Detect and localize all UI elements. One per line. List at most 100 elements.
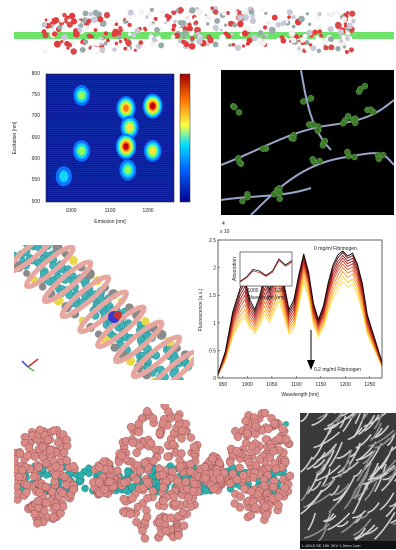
protein-atom [187, 25, 193, 32]
protein-cluster [339, 120, 347, 127]
spectrum-line [217, 275, 383, 376]
protein-atom [73, 30, 80, 38]
protein-atom [240, 484, 249, 493]
sem-fiber [334, 483, 350, 496]
protein-atom [343, 24, 347, 28]
protein-atom [114, 41, 119, 46]
protein-atom [132, 448, 141, 457]
protein-atom [125, 46, 131, 52]
sem-fiber [311, 413, 328, 426]
protein-atom [291, 24, 296, 29]
protein-atom [61, 25, 66, 30]
protein-atom [133, 13, 137, 18]
protein-atom [43, 435, 53, 444]
protein-atom [244, 457, 254, 467]
excitation-emission-map: 800 750 700 650 600 550 500 1000 1100 12… [12, 71, 191, 225]
panel-helix-closeup [14, 245, 194, 380]
protein-atom [116, 47, 121, 52]
sem-info-bar [300, 541, 396, 549]
protein-atom [239, 471, 248, 480]
heatmap-spot [78, 90, 86, 100]
protein-atom [158, 26, 164, 33]
sem-footer: L-A0L5 SE 15K 3KV 1.5mm 1um [302, 543, 361, 548]
protein-atom [57, 24, 62, 29]
protein-atom [22, 488, 31, 497]
protein-cluster [352, 115, 359, 122]
protein-atom [280, 38, 285, 43]
spectrum-line [217, 260, 383, 375]
protein-atom [200, 463, 210, 472]
protein-atom [225, 458, 235, 467]
protein-cluster [276, 195, 283, 203]
protein-atom [346, 22, 353, 30]
sem-fiber [368, 429, 395, 448]
sem-fiber [317, 413, 329, 420]
protein-atom [251, 34, 259, 42]
sem-fiber [303, 523, 330, 539]
sem-fiber [311, 481, 322, 492]
protein-atom [123, 46, 128, 51]
fluorescence-spectra-chart: 4 x 10 0 0.5 1 1.5 2 2.5 950 1000 1050 1100 1150 1… [198, 221, 383, 398]
y-multiplier-exp: 4 [222, 221, 225, 227]
protein-atom [62, 12, 67, 18]
inset-absorption-chart: 1000 1200 Wavelength [nm] Absorption [232, 251, 293, 301]
sem-fiber [364, 414, 380, 432]
helix-wrap [77, 289, 129, 335]
protein-atom [92, 9, 100, 16]
nanotube-atom [85, 469, 93, 478]
sem-fiber [352, 518, 372, 536]
protein-cluster [361, 82, 369, 90]
protein-atom [18, 465, 27, 475]
protein-atom [195, 9, 203, 16]
protein-atom [65, 15, 70, 20]
protein-atom [258, 29, 264, 36]
y-tick-label: 1 [213, 321, 216, 327]
protein-atom [132, 475, 141, 485]
protein-atom [190, 479, 199, 489]
sem-fiber [330, 484, 340, 497]
sem-fiber [343, 487, 358, 510]
protein-atom [265, 453, 275, 462]
protein-atom [33, 496, 43, 506]
protein-atom [193, 17, 198, 21]
heatmap-spot [124, 165, 132, 175]
protein-atom [231, 42, 236, 47]
protein-atom [206, 43, 210, 47]
protein-atom [127, 32, 132, 36]
y-tick-label: 0.5 [209, 348, 216, 354]
panel-heatmap: 800 750 700 650 600 550 500 1000 1100 12… [0, 66, 205, 226]
protein-atom [125, 39, 132, 47]
sem-fiber [379, 492, 395, 511]
x-tick-label: 1250 [364, 382, 375, 388]
highlighted-molecule [114, 311, 122, 319]
sem-fiber [374, 437, 390, 449]
protein-atom [153, 44, 158, 50]
protein-cluster [310, 121, 317, 128]
protein-atom [249, 17, 257, 25]
sem-fiber [322, 468, 331, 486]
protein-atom [234, 44, 242, 51]
protein-atom [351, 18, 356, 24]
helix-wrap [59, 274, 112, 320]
heatmap-spot [77, 146, 86, 156]
protein-atom [114, 19, 119, 24]
protein-atom [105, 38, 110, 43]
sem-fiber [380, 446, 394, 470]
protein-atom [339, 38, 344, 43]
protein-atom [177, 434, 186, 443]
protein-atom [317, 29, 323, 34]
protein-atom [247, 487, 256, 496]
protein-cluster [244, 193, 252, 201]
sem-fiber [323, 513, 335, 522]
protein-atom [111, 23, 116, 28]
protein-atom [241, 30, 249, 37]
sem-fiber [300, 413, 310, 423]
protein-atom [125, 14, 132, 22]
protein-atom [60, 472, 69, 481]
protein-atom [127, 9, 134, 16]
x-tick-label: 1000 [242, 382, 253, 388]
protein-atom [114, 22, 119, 27]
sem-fiber [354, 527, 367, 540]
protein-atom [290, 37, 297, 44]
sem-fiber [355, 450, 374, 461]
